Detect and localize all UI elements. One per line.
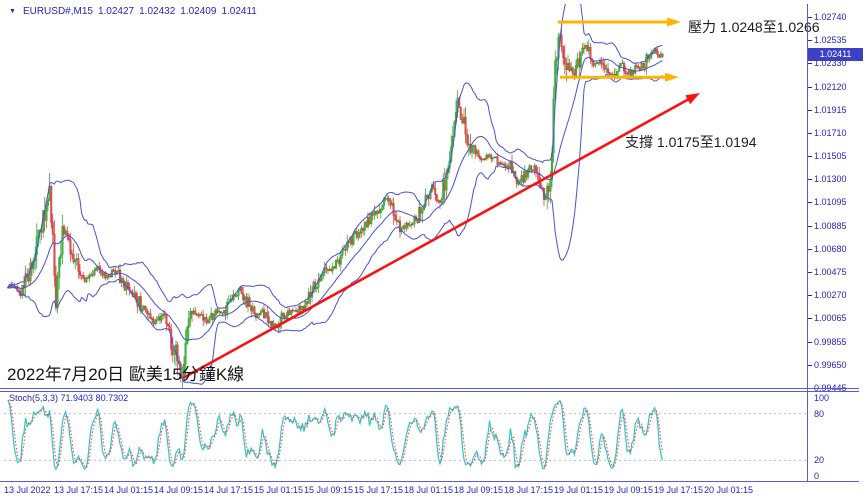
resistance-annotation: 壓力 1.0248至1.0266 xyxy=(688,19,820,35)
stoch-d-line xyxy=(7,399,663,469)
panel-separator-bottom[interactable] xyxy=(0,391,859,392)
price-tick-label: 1.02740 xyxy=(807,11,847,22)
symbol-dropdown-icon[interactable]: ▼ xyxy=(9,8,16,15)
stoch-scale-label: 0 xyxy=(814,471,820,481)
price-tick-label: 0.99855 xyxy=(807,337,847,348)
time-tick-label: 13 Jul 2022 xyxy=(4,485,51,495)
price-tick-label: 1.02120 xyxy=(807,81,847,92)
price-tick-label: 1.00475 xyxy=(807,267,847,278)
current-price-tag: 1.02411 xyxy=(808,47,863,61)
price-tick-label: 1.01505 xyxy=(807,151,847,162)
stoch-scale-label: 80 xyxy=(814,408,825,419)
time-tick-label: 18 Jul 01:15 xyxy=(404,485,454,495)
ohlc-close: 1.02411 xyxy=(221,6,257,17)
ohlc-open: 1.02427 xyxy=(97,6,135,17)
time-tick-label: 15 Jul 01:15 xyxy=(254,485,304,495)
time-tick-label: 18 Jul 09:15 xyxy=(454,485,504,495)
price-tick-label: 1.01710 xyxy=(807,128,847,138)
time-tick-label: 14 Jul 17:15 xyxy=(204,485,254,495)
time-tick-label: 14 Jul 09:15 xyxy=(154,485,204,495)
stochastic-canvas[interactable] xyxy=(4,392,807,481)
stoch-bottom-border xyxy=(0,481,859,482)
price-tick-label: 1.02330 xyxy=(807,58,847,69)
price-tick-label: 1.00065 xyxy=(807,313,847,324)
panel-separator-top[interactable] xyxy=(0,388,859,389)
support-annotation: 支撐 1.0175至1.0194 xyxy=(625,134,757,150)
stoch-level-lines xyxy=(4,413,807,461)
ohlc-high: 1.02432 xyxy=(139,6,176,17)
time-tick-label: 15 Jul 09:15 xyxy=(304,485,354,495)
stoch-scale-label: 100 xyxy=(814,393,830,403)
time-tick-label: 19 Jul 09:15 xyxy=(604,485,654,495)
time-tick-label: 19 Jul 01:15 xyxy=(554,485,604,495)
time-tick-label: 13 Jul 17:15 xyxy=(54,485,104,495)
resistance-zone-arrows[interactable] xyxy=(558,17,681,82)
candles-layer xyxy=(6,29,664,388)
time-tick-label: 18 Jul 17:15 xyxy=(504,485,554,495)
price-tick-label: 0.99650 xyxy=(807,360,847,371)
price-tick-label: 1.02535 xyxy=(807,35,847,46)
symbol-label: EURUSD#,M15 xyxy=(22,6,93,17)
time-tick-label: 15 Jul 17:15 xyxy=(354,485,404,495)
price-tick-label: 1.01095 xyxy=(807,197,847,208)
time-tick-label: 19 Jul 17:15 xyxy=(654,485,704,495)
support-trendline-arrow[interactable] xyxy=(182,93,700,380)
price-chart-canvas[interactable] xyxy=(4,4,807,388)
price-tick-label: 1.00885 xyxy=(807,220,847,231)
stochastic-label: Stoch(5,3,3) 71.9403 80.7302 xyxy=(9,393,129,403)
time-tick-label: 20 Jul 01:15 xyxy=(704,485,754,495)
time-tick-label: 14 Jul 01:15 xyxy=(104,485,154,495)
chart-caption: 2022年7月20日 歐美15分鐘K線 xyxy=(7,365,245,384)
stoch-scale-label: 20 xyxy=(814,455,825,466)
price-tick-label: 1.00270 xyxy=(807,290,847,301)
ohlc-low: 1.02409 xyxy=(180,6,217,17)
price-tick-label: 1.01915 xyxy=(807,104,847,115)
price-tick-label: 1.01300 xyxy=(807,174,847,185)
stoch-k-line xyxy=(7,399,663,471)
price-tick-label: 1.00680 xyxy=(807,244,847,255)
symbol-info: ▼ EURUSD#,M15 1.02427 1.02432 1.02409 1.… xyxy=(9,6,257,17)
scale-divider-line xyxy=(807,4,808,481)
